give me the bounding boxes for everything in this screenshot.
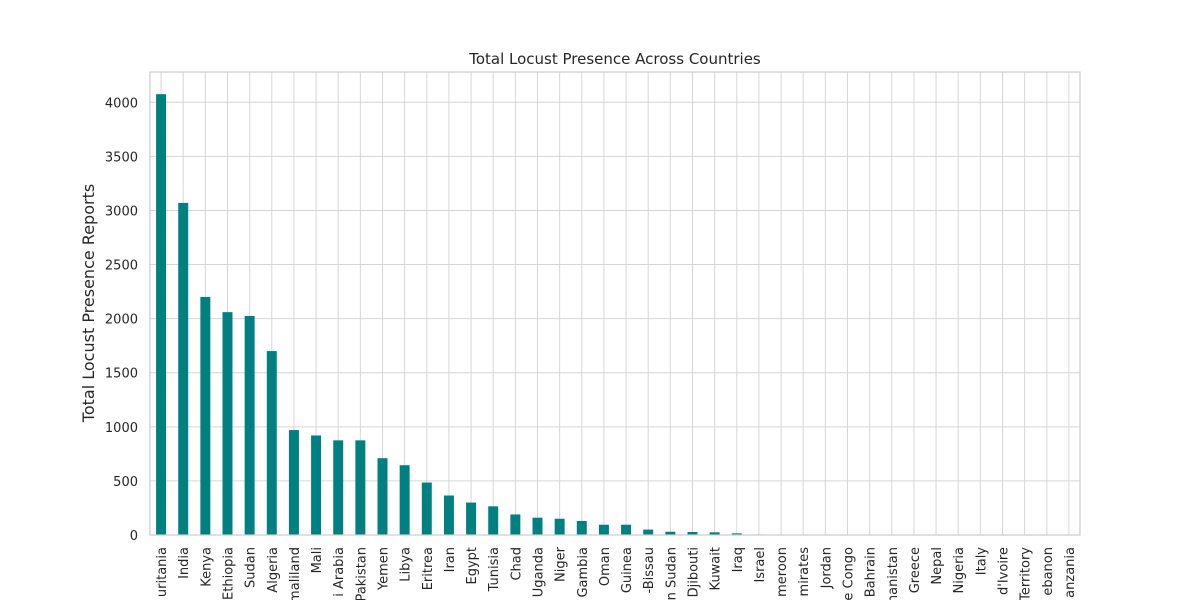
y-tick-label: 500 bbox=[113, 475, 138, 490]
x-tick-label: Oman bbox=[598, 547, 613, 586]
x-tick-label: Tunisia bbox=[487, 547, 502, 592]
bar-uganda bbox=[532, 517, 543, 535]
x-tick-label: Djibouti bbox=[687, 547, 702, 597]
x-tick-label: Algeria bbox=[266, 547, 281, 593]
x-tick-label: Kenya bbox=[199, 547, 214, 587]
x-tick-label: -Bissau bbox=[642, 547, 657, 594]
bar-ethiopia bbox=[222, 312, 233, 535]
chart-title: Total Locust Presence Across Countries bbox=[468, 50, 761, 68]
x-tick-label: ebanon bbox=[1041, 547, 1056, 596]
y-tick-label: 4000 bbox=[105, 96, 138, 111]
x-tick-label: Iraq bbox=[731, 547, 746, 572]
x-tick-label: Egypt bbox=[465, 547, 480, 585]
plot-frame bbox=[149, 71, 1081, 536]
x-tick-label: Israel bbox=[753, 547, 768, 583]
bar-sudan bbox=[244, 315, 255, 535]
bar-niger bbox=[554, 518, 565, 535]
bar-oman bbox=[598, 524, 609, 535]
y-tick-label: 2000 bbox=[105, 313, 138, 328]
bar-iraq bbox=[731, 533, 742, 535]
x-tick-label: Sudan bbox=[244, 547, 259, 588]
x-tick-label: Yemen bbox=[377, 547, 392, 591]
x-tick-label: Gambia bbox=[576, 547, 591, 598]
y-axis-label: Total Locust Presence Reports bbox=[79, 184, 98, 423]
x-tick-label: uritania bbox=[155, 547, 170, 597]
x-tick-label: Bahrain bbox=[864, 547, 879, 597]
x-tick-label: Nepal bbox=[930, 547, 945, 585]
x-tick-label: Uganda bbox=[532, 547, 547, 597]
x-tick-label: meroon bbox=[775, 547, 790, 597]
x-tick-label: Ethiopia bbox=[222, 547, 237, 600]
x-tick-label: India bbox=[177, 547, 192, 579]
bar-somaliland bbox=[288, 430, 299, 535]
bar-chad bbox=[510, 514, 521, 535]
bar-saudi-arabia bbox=[333, 440, 344, 535]
x-tick-label: mirates bbox=[797, 547, 812, 597]
y-tick-label: 1000 bbox=[105, 421, 138, 436]
x-tick-label: i Arabia bbox=[332, 547, 347, 597]
bar-kenya bbox=[200, 297, 211, 535]
x-tick-label: Guinea bbox=[620, 547, 635, 593]
bars bbox=[156, 94, 1074, 536]
bar-guinea-bissau bbox=[643, 529, 654, 535]
x-tick-label: hanistan bbox=[886, 547, 901, 600]
x-tick-label: Nigeria bbox=[952, 547, 967, 594]
y-tick-label: 3000 bbox=[105, 204, 138, 219]
y-tick-label: 1500 bbox=[105, 367, 138, 382]
x-tick-label: e Congo bbox=[842, 547, 857, 600]
x-tick-label: maliland bbox=[288, 547, 303, 600]
bar-mauritania bbox=[156, 94, 167, 536]
bar-mali bbox=[311, 435, 322, 535]
y-tick-label: 0 bbox=[130, 529, 138, 544]
x-tick-label: Chad bbox=[509, 547, 524, 581]
x-tick-label: Iran bbox=[443, 547, 458, 572]
bar-iran bbox=[443, 495, 454, 535]
bar-south-sudan bbox=[665, 531, 676, 535]
x-tick-labels: uritania India Kenya Ethiopia Sudan Algeria ma… bbox=[155, 546, 1078, 600]
x-tick-label: Italy bbox=[974, 547, 989, 576]
x-tick-label: Greece bbox=[908, 547, 923, 593]
x-tick-label: Mali bbox=[310, 547, 325, 573]
bar-india bbox=[178, 202, 189, 535]
bar-algeria bbox=[266, 351, 277, 535]
x-tick-label: anzania bbox=[1063, 547, 1078, 598]
bar-gambia bbox=[576, 520, 587, 535]
bar-guinea bbox=[621, 524, 632, 535]
x-tick-label: Niger bbox=[554, 546, 569, 582]
x-tick-label: Jordan bbox=[819, 547, 834, 589]
bar-pakistan bbox=[355, 440, 366, 535]
bar-djibouti bbox=[687, 531, 698, 535]
x-tick-label: Pakistan bbox=[354, 547, 369, 600]
bar-yemen bbox=[377, 458, 388, 535]
x-tick-label: Eritrea bbox=[421, 547, 436, 590]
x-tick-label: Kuwait bbox=[709, 547, 724, 590]
x-tick-label: n Sudan bbox=[664, 547, 679, 600]
x-tick-label: Territory bbox=[1019, 547, 1034, 600]
x-tick-label: Libya bbox=[399, 547, 414, 582]
y-tick-label: 2500 bbox=[105, 259, 138, 274]
bar-libya bbox=[399, 465, 410, 535]
y-tick-label: 3500 bbox=[105, 150, 138, 165]
bar-egypt bbox=[466, 502, 477, 535]
bar-eritrea bbox=[421, 482, 432, 535]
bar-kuwait bbox=[709, 532, 720, 535]
x-tick-label: d'Ivoire bbox=[997, 547, 1012, 595]
bar-tunisia bbox=[488, 506, 499, 535]
y-tick-labels: 0 500 1000 1500 2000 2500 3000 3500 4000 bbox=[105, 96, 138, 544]
